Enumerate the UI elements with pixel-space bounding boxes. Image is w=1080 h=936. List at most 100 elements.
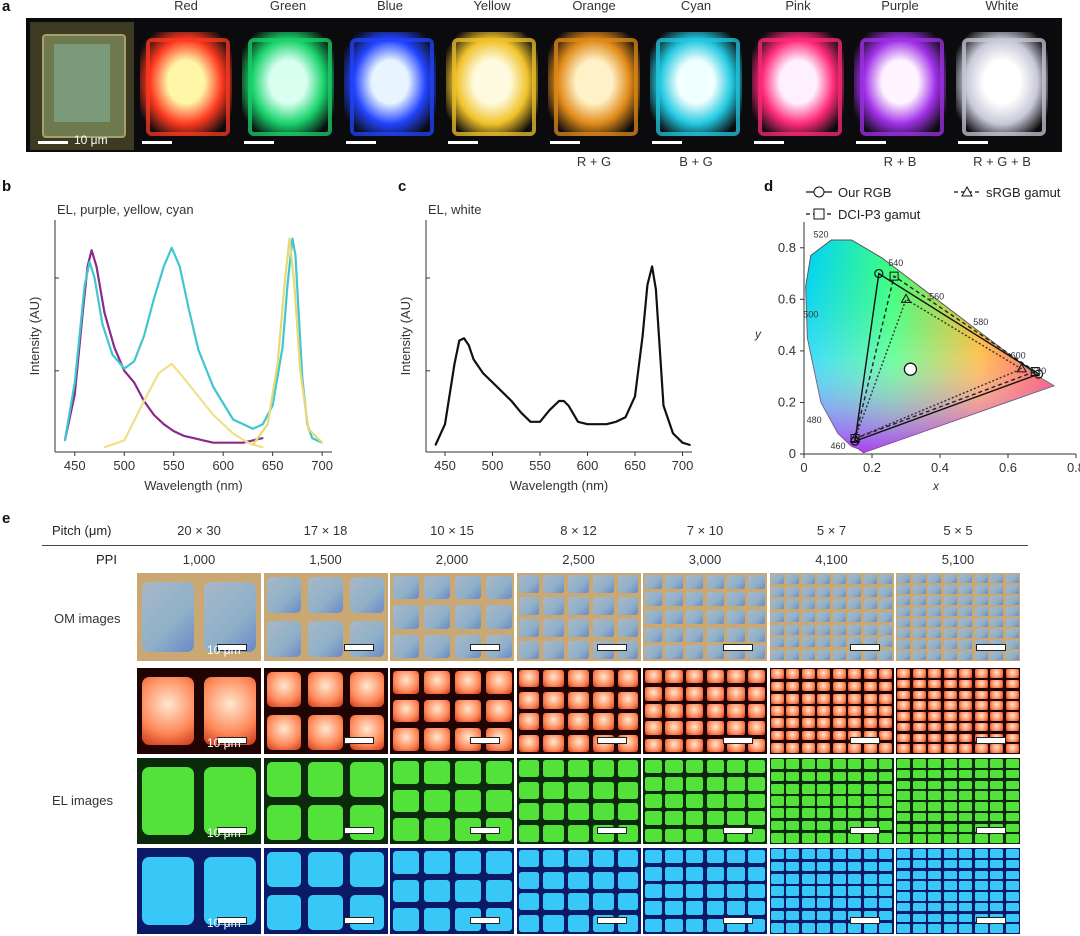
pixel xyxy=(686,738,704,753)
pixel xyxy=(770,820,784,831)
pixel xyxy=(786,873,800,884)
pixel xyxy=(863,693,877,704)
pixel xyxy=(912,585,926,594)
image-cell-om xyxy=(263,573,388,661)
pixel xyxy=(423,879,450,903)
scale-bar xyxy=(958,141,988,144)
pixel xyxy=(897,596,911,605)
pixel xyxy=(974,780,988,790)
pixel xyxy=(832,796,846,806)
pixel xyxy=(706,776,725,791)
pixel xyxy=(817,759,831,769)
point-cyan xyxy=(163,265,165,268)
pixel xyxy=(897,913,911,923)
pixel xyxy=(485,605,512,629)
pixel xyxy=(879,742,893,753)
pixel xyxy=(543,575,565,593)
pixel xyxy=(568,641,589,659)
pixel xyxy=(832,849,846,859)
x-tick-label: 0.4 xyxy=(931,460,949,475)
point-cyan xyxy=(197,349,200,351)
pixel xyxy=(592,893,614,911)
pixel xyxy=(912,651,926,660)
pixel xyxy=(748,776,766,791)
pixel xyxy=(706,610,725,625)
pixel xyxy=(990,769,1004,779)
pixel xyxy=(943,596,957,605)
pixel xyxy=(644,918,663,933)
pixel xyxy=(832,730,846,741)
pixel xyxy=(863,637,877,648)
pixel xyxy=(786,730,800,741)
pixel xyxy=(848,886,862,896)
scale-bar-label: 10 μm xyxy=(207,643,241,657)
pixel xyxy=(644,901,663,916)
point-white xyxy=(444,423,446,425)
pixel xyxy=(897,744,911,753)
pixel xyxy=(959,881,973,890)
pixel xyxy=(706,759,725,774)
scale-bar xyxy=(217,917,247,924)
pixel xyxy=(801,849,815,859)
pixel xyxy=(518,691,540,709)
pixel xyxy=(770,637,784,648)
pixel xyxy=(1005,802,1019,811)
pixel xyxy=(748,866,766,881)
pixel xyxy=(959,690,973,700)
our-rgb-point xyxy=(1034,369,1044,379)
point-cyan xyxy=(291,237,294,240)
pixel xyxy=(848,796,862,806)
pixel xyxy=(308,715,343,750)
panel-d-label: d xyxy=(764,178,774,195)
point-cyan xyxy=(212,386,215,388)
point-white xyxy=(467,344,470,347)
series-cyan xyxy=(63,237,323,444)
pixel xyxy=(204,856,257,926)
pixel xyxy=(848,730,862,741)
pixel xyxy=(543,914,565,932)
scale-bar-label: 10 μm xyxy=(207,826,241,840)
pixel xyxy=(879,586,893,597)
pixel xyxy=(727,811,745,826)
pixel xyxy=(928,823,942,833)
pixel xyxy=(266,762,302,797)
pixel xyxy=(204,581,257,653)
pixel xyxy=(665,627,683,642)
pixel xyxy=(928,690,942,700)
pixel xyxy=(817,693,831,704)
pixel xyxy=(863,730,877,741)
pixel xyxy=(863,624,877,635)
pixel xyxy=(912,823,926,833)
pixel xyxy=(748,901,766,916)
y-tick-label: 0.6 xyxy=(778,291,796,306)
pixel xyxy=(665,918,683,933)
emission-tile-white xyxy=(950,22,1054,150)
pixel xyxy=(832,808,846,819)
pixel xyxy=(974,812,988,822)
pixel xyxy=(879,624,893,635)
pixel xyxy=(423,605,450,629)
pixel xyxy=(848,681,862,692)
pixel xyxy=(832,783,846,794)
pixel xyxy=(974,769,988,779)
point-cyan xyxy=(297,307,300,309)
pixel xyxy=(665,610,683,625)
pixel xyxy=(454,818,481,842)
pixel xyxy=(644,627,663,642)
scale-bar xyxy=(976,737,1006,744)
pixel xyxy=(592,781,614,799)
pixel xyxy=(848,574,862,585)
point-purple xyxy=(232,441,234,444)
scale-bar xyxy=(343,917,374,924)
pixel xyxy=(786,574,800,585)
pixel xyxy=(943,769,957,779)
point-purple xyxy=(103,312,106,314)
pixel xyxy=(266,852,302,887)
point-cyan xyxy=(261,423,264,425)
x-tick-label: 600 xyxy=(577,458,599,473)
wavelength-label: 540 xyxy=(888,258,903,268)
pixel xyxy=(928,849,942,858)
pixel xyxy=(974,870,988,880)
point-purple xyxy=(192,437,195,439)
pixel xyxy=(568,850,589,868)
